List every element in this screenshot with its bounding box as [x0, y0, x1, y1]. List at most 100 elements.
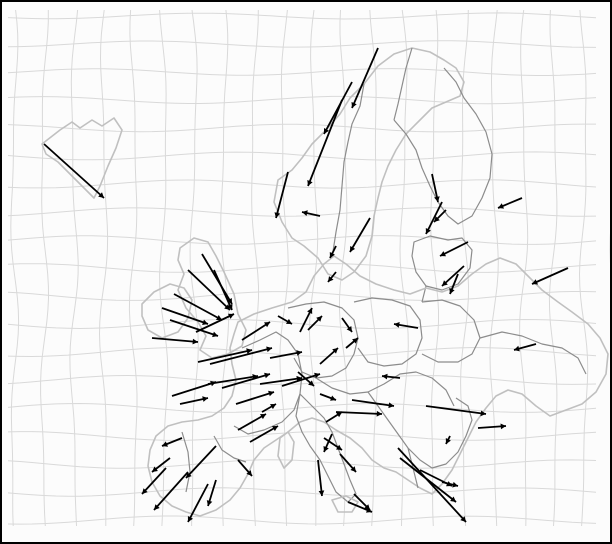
grid-parallel	[7, 151, 597, 161]
arrow-head	[388, 402, 394, 409]
grid-meridian	[159, 9, 169, 527]
displacement-arrow	[235, 391, 275, 405]
grid-parallel	[7, 487, 597, 497]
displacement-arrow	[187, 269, 231, 311]
arrow-head	[532, 279, 538, 285]
displacement-arrow	[269, 351, 303, 359]
arrow-head	[316, 316, 322, 322]
arrow-head	[212, 331, 218, 338]
arrow-head	[202, 396, 208, 402]
arrow-head	[98, 192, 104, 198]
grid-parallel	[7, 12, 597, 20]
displacement-arrow	[281, 373, 321, 387]
displacement-arrow	[249, 425, 279, 443]
grid-meridian	[10, 9, 20, 527]
arrow-head	[318, 490, 325, 496]
grid-parallel	[7, 374, 597, 386]
displacement-arrow	[317, 459, 323, 497]
displacement-arrow	[207, 375, 259, 385]
grid-parallel	[7, 40, 597, 48]
arrow-head	[336, 412, 342, 418]
norway-sweden-border	[331, 83, 365, 259]
displacement-arrow	[153, 471, 189, 511]
arrow-head	[434, 196, 440, 202]
arrow-head	[314, 372, 320, 379]
grid-parallel	[7, 402, 597, 413]
continental-europe-outline	[147, 255, 609, 517]
arrow-head	[350, 246, 356, 252]
finland-outline	[393, 67, 493, 225]
arrow-head	[366, 507, 372, 513]
great-britain-outline	[177, 237, 247, 359]
displacement-arrow	[241, 321, 271, 341]
arrow-head	[246, 470, 252, 476]
scandinavia-outline	[273, 47, 465, 281]
arrow-head	[227, 304, 233, 310]
sweden-finland-border	[393, 47, 413, 121]
arrow-head	[192, 338, 198, 345]
arrow-head	[260, 414, 266, 420]
arrow-head	[440, 251, 446, 257]
arrow-head	[480, 410, 486, 417]
displacement-arrow	[209, 347, 273, 365]
france-border	[233, 331, 303, 435]
arrow-head	[202, 319, 208, 325]
arrow-head	[394, 322, 400, 328]
arrow-head	[268, 390, 274, 397]
arrow-head	[270, 404, 276, 410]
displacement-arrow	[397, 447, 467, 523]
ireland-outline	[141, 283, 193, 339]
arrow-head	[296, 350, 302, 356]
arrow-head	[272, 426, 278, 432]
arrow-head	[226, 298, 232, 304]
arrow-head	[302, 210, 308, 216]
displacement-arrow	[275, 171, 289, 219]
arrow-head	[308, 380, 314, 386]
grid-parallel	[7, 179, 597, 189]
arrow-head	[323, 446, 329, 452]
grid-parallel	[7, 123, 596, 133]
arrow-head	[352, 338, 358, 344]
grid-parallel	[7, 95, 597, 105]
grid-parallel	[7, 515, 597, 525]
grid-meridian	[369, 9, 379, 527]
displacement-arrow	[399, 457, 457, 503]
displacement-vectors	[43, 47, 569, 523]
arrow-head	[350, 466, 356, 472]
displacement-arrow	[195, 313, 235, 333]
poland-border	[353, 297, 423, 367]
arrow-head	[224, 304, 230, 310]
arrow-head	[445, 438, 451, 444]
arrow-head	[286, 318, 292, 324]
arrow-head	[162, 441, 168, 447]
arrow-head	[500, 423, 506, 430]
grid-meridian	[189, 9, 199, 527]
grid-meridian	[578, 9, 589, 527]
grid-parallel	[7, 68, 597, 76]
displacement-arrow	[349, 217, 371, 253]
iceland-outline	[41, 117, 123, 199]
grid-parallel	[7, 318, 597, 330]
italy-outline	[295, 393, 357, 503]
grid-meridian	[308, 9, 319, 527]
arrow-head	[442, 280, 448, 286]
displacement-arrow	[201, 253, 233, 305]
arrow-head	[324, 128, 329, 134]
grid-parallel	[7, 235, 597, 245]
grid-meridian	[69, 9, 79, 527]
displacement-arrow	[185, 445, 217, 479]
displacement-arrow	[141, 467, 167, 495]
arrow-head	[336, 444, 342, 450]
grid-parallel	[7, 207, 597, 217]
arrow-head	[142, 488, 148, 494]
displacement-arrow	[151, 337, 199, 343]
grid-parallel	[7, 459, 597, 469]
displacement-arrow	[187, 483, 209, 523]
arrow-head	[425, 228, 431, 234]
arrow-head	[434, 216, 440, 222]
displacement-arrow	[335, 411, 383, 415]
arrow-head	[206, 500, 213, 506]
balkans-border	[367, 391, 473, 489]
grid-meridian	[430, 9, 439, 527]
displacement-arrow	[169, 319, 219, 337]
